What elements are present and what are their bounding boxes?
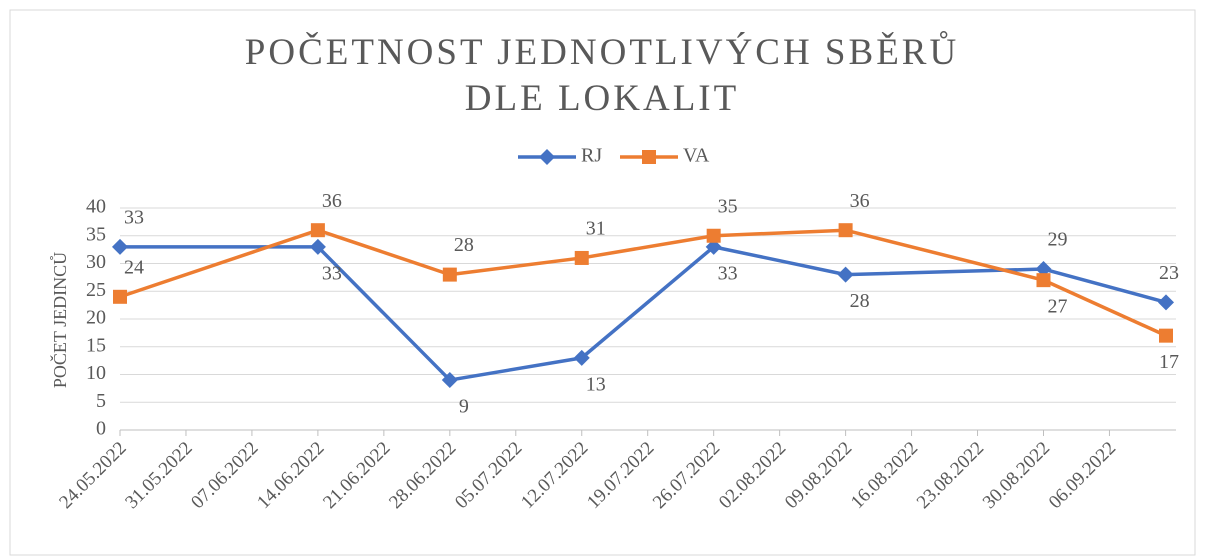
series-line xyxy=(120,245,1167,382)
x-tick-label: 05.07.2022 xyxy=(451,438,526,513)
data-point xyxy=(1158,294,1174,311)
x-tick-label: 02.08.2022 xyxy=(715,438,790,513)
legend: RJ VA xyxy=(518,145,710,167)
marker xyxy=(112,238,128,255)
x-tick-label: 19.07.2022 xyxy=(583,438,658,513)
data-label: 28 xyxy=(454,234,474,256)
marker xyxy=(442,267,457,282)
data-point xyxy=(441,372,458,389)
data-label: 23 xyxy=(1159,262,1179,284)
data-point xyxy=(112,238,128,255)
data-label: 24 xyxy=(124,256,144,278)
marker xyxy=(705,238,722,255)
marker xyxy=(113,289,127,304)
x-tick-label: 28.06.2022 xyxy=(385,438,460,513)
data-point xyxy=(1159,328,1173,343)
data-point xyxy=(309,238,326,255)
x-tick-label: 16.08.2022 xyxy=(847,438,922,513)
marker xyxy=(310,223,325,238)
data-label: 31 xyxy=(586,218,606,240)
x-tick-label: 06.09.2022 xyxy=(1045,438,1120,513)
marker xyxy=(1036,273,1051,288)
marker xyxy=(1159,328,1173,343)
data-label: 17 xyxy=(1159,351,1179,373)
marker xyxy=(539,149,555,165)
data-label: 35 xyxy=(718,195,738,217)
marker xyxy=(441,372,458,389)
y-tick-label: 35 xyxy=(86,223,106,245)
marker xyxy=(309,238,326,255)
data-point xyxy=(1036,273,1051,288)
data-point xyxy=(838,223,853,238)
marker xyxy=(706,228,721,243)
data-point xyxy=(837,266,854,283)
series-line xyxy=(119,228,1167,338)
x-tick-label: 07.06.2022 xyxy=(187,438,262,513)
y-tick-label: 40 xyxy=(86,196,106,218)
marker xyxy=(574,250,589,265)
x-tick-label: 14.06.2022 xyxy=(253,438,328,513)
marker xyxy=(837,266,854,283)
data-label: 27 xyxy=(1047,296,1067,318)
data-point xyxy=(1035,261,1052,278)
y-tick-label: 0 xyxy=(96,418,106,440)
y-tick-label: 10 xyxy=(86,362,106,384)
data-point xyxy=(113,289,127,304)
data-label: 29 xyxy=(1047,229,1067,251)
x-tick-label: 12.07.2022 xyxy=(517,438,592,513)
data-label: 33 xyxy=(124,206,144,228)
marker xyxy=(642,150,656,164)
x-tick-label: 09.08.2022 xyxy=(781,438,856,513)
data-point xyxy=(705,238,722,255)
data-label: 33 xyxy=(322,262,342,284)
marker xyxy=(573,349,590,366)
y-tick-label: 20 xyxy=(86,307,106,329)
data-label: 13 xyxy=(586,373,606,395)
marker xyxy=(838,223,853,238)
data-label: 33 xyxy=(718,262,738,284)
data-point xyxy=(706,228,721,243)
legend-label: RJ xyxy=(581,145,602,167)
x-tick-label: 30.08.2022 xyxy=(979,438,1054,513)
y-tick-label: 25 xyxy=(86,279,106,301)
x-tick-label: 23.08.2022 xyxy=(913,438,988,513)
y-axis-label: POČET JEDINCŮ xyxy=(49,252,70,388)
data-label: 36 xyxy=(850,190,870,212)
x-tick-label: 24.05.2022 xyxy=(55,438,130,513)
data-point xyxy=(573,349,590,366)
x-tick-label: 26.07.2022 xyxy=(649,438,724,513)
x-tick-label: 21.06.2022 xyxy=(319,438,394,513)
data-point xyxy=(310,223,325,238)
data-label: 9 xyxy=(459,396,469,418)
chart-title: POČETNOST JEDNOTLIVÝCH SBĚRŮ DLE LOKALIT xyxy=(244,32,960,119)
data-label: 28 xyxy=(850,290,870,312)
chart-border xyxy=(9,9,1196,556)
data-point xyxy=(574,250,589,265)
marker xyxy=(1035,261,1052,278)
legend-label: VA xyxy=(683,145,710,167)
y-tick-label: 15 xyxy=(86,334,106,356)
data-point xyxy=(442,267,457,282)
x-tick-label: 31.05.2022 xyxy=(121,438,196,513)
y-tick-label: 5 xyxy=(96,390,106,412)
y-tick-label: 30 xyxy=(86,251,106,273)
data-label: 36 xyxy=(322,190,342,212)
marker xyxy=(1158,294,1174,311)
